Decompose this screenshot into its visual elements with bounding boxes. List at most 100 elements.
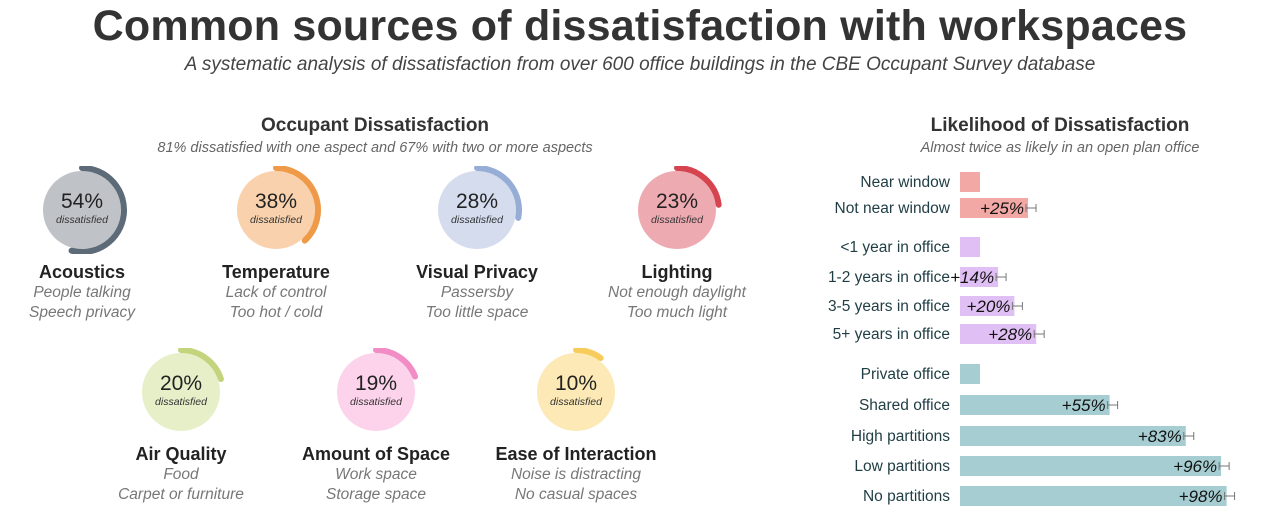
bar <box>960 198 1028 218</box>
likelihood-panel-subtitle: Almost twice as likely in an open plan o… <box>920 140 1200 156</box>
aspect-detail: Lack of control <box>225 284 327 301</box>
gauge-suffix: dissatisfied <box>451 214 504 226</box>
error-bar <box>1224 492 1236 500</box>
gauge-disc <box>237 171 315 249</box>
aspect-name: Amount of Space <box>301 444 450 464</box>
bar-category-label: 5+ years in office <box>833 326 950 343</box>
bar-category-label: No partitions <box>863 488 950 505</box>
gauge-disc <box>142 353 220 431</box>
gauge-donut: 38%dissatisfied <box>237 166 321 249</box>
bar-value-label: +25% <box>980 199 1024 218</box>
bar-category-label: Low partitions <box>854 458 950 475</box>
bar-category-label: Near window <box>860 174 950 191</box>
bar <box>960 486 1227 506</box>
aspect-detail: Speech privacy <box>29 304 135 321</box>
bar <box>960 364 980 384</box>
aspect-temperature: 38% dissatisfied Temperature Lack of contro… <box>176 166 376 323</box>
gauge-arc <box>68 166 127 254</box>
gauge-donut: 23%dissatisfied <box>638 166 722 249</box>
aspect-lighting: 23% dissatisfied Lighting Not enough daylig… <box>577 166 777 323</box>
aspect-detail: Noise is distracting <box>510 466 642 483</box>
error-bar <box>1025 204 1037 212</box>
gauge-arc <box>373 348 419 380</box>
aspect-name: Ease of Interaction <box>495 444 657 464</box>
aspect-detail: Too little space <box>425 304 529 321</box>
bar <box>960 456 1222 476</box>
gauge-arc <box>573 348 604 362</box>
aspect-ease-of-interaction: 10% dissatisfied Ease of Interaction Noise … <box>476 348 676 505</box>
gauge-disc <box>638 171 716 249</box>
aspect-name: Temperature <box>222 262 330 282</box>
gauge-percent: 10% <box>555 372 597 395</box>
gauge-donut: 19%dissatisfied <box>337 348 419 431</box>
aspect-air-quality: 20% dissatisfied Air Quality Food Carpet or … <box>81 348 281 505</box>
aspect-name: Lighting <box>641 262 713 282</box>
dissatisfaction-panel-title: Occupant Dissatisfaction <box>260 115 490 136</box>
gauge-disc <box>43 171 121 249</box>
aspect-acoustics: 54% dissatisfied Acoustics People talking Sp… <box>0 166 182 323</box>
gauge-arc <box>474 166 522 221</box>
gauge-suffix: dissatisfied <box>350 396 403 408</box>
error-bar <box>1183 432 1195 440</box>
bar-category-label: Shared office <box>859 397 950 414</box>
gauge-suffix: dissatisfied <box>56 214 109 226</box>
bar <box>960 426 1186 446</box>
bar-value-label: +96% <box>1173 457 1217 476</box>
bar-value-label: +20% <box>966 297 1010 316</box>
bar-category-label: <1 year in office <box>840 239 950 256</box>
aspect-detail: Too hot / cold <box>229 304 323 321</box>
aspect-detail: Not enough daylight <box>608 284 746 301</box>
bar-value-label: +28% <box>988 325 1032 344</box>
bar-value-label: +98% <box>1179 487 1223 506</box>
bar-category-label: 3-5 years in office <box>828 298 950 315</box>
bar-value-label: +55% <box>1062 396 1106 415</box>
error-bar <box>1033 330 1045 338</box>
gauge-percent: 38% <box>255 190 297 213</box>
bar <box>960 267 999 287</box>
aspect-name: Air Quality <box>135 444 227 464</box>
gauge-disc <box>537 353 615 431</box>
aspect-detail: Storage space <box>326 486 426 503</box>
gauge-arc <box>178 348 224 383</box>
gauge-percent: 19% <box>355 372 397 395</box>
bar <box>960 172 980 192</box>
error-bar <box>1011 302 1023 310</box>
bar <box>960 395 1110 415</box>
gauge-suffix: dissatisfied <box>651 214 704 226</box>
bar-value-label: +83% <box>1138 427 1182 446</box>
gauge-donut: 20%dissatisfied <box>142 348 224 431</box>
bar <box>960 324 1037 344</box>
bar-category-label: 1-2 years in office <box>828 269 950 286</box>
gauge-percent: 28% <box>456 190 498 213</box>
aspect-detail: People talking <box>33 284 131 301</box>
bar-category-label: Private office <box>861 366 950 383</box>
aspect-name: Acoustics <box>38 262 126 282</box>
gauge-arc <box>674 166 722 208</box>
error-bar <box>1218 462 1230 470</box>
bar-category-label: High partitions <box>851 428 950 445</box>
aspect-detail: Work space <box>335 466 417 483</box>
aspect-detail: No casual spaces <box>514 486 638 503</box>
gauge-disc <box>438 171 516 249</box>
page-title: Common sources of dissatisfaction with w… <box>92 2 1188 50</box>
gauge-percent: 23% <box>656 190 698 213</box>
aspect-visual-privacy: 28% dissatisfied Visual Privacy Passersby To… <box>377 166 577 323</box>
gauge-suffix: dissatisfied <box>155 396 208 408</box>
error-bar <box>995 273 1007 281</box>
likelihood-panel-title: Likelihood of Dissatisfaction <box>930 115 1190 136</box>
gauge-percent: 20% <box>160 372 202 395</box>
aspect-detail: Carpet or furniture <box>118 486 244 503</box>
aspect-detail: Passersby <box>440 284 514 301</box>
bar <box>960 237 980 257</box>
aspect-amount-of-space: 19% dissatisfied Amount of Space Work space… <box>276 348 476 505</box>
gauge-donut: 28%dissatisfied <box>438 166 522 249</box>
gauge-suffix: dissatisfied <box>250 214 303 226</box>
bar-value-label: +14% <box>950 268 994 287</box>
aspect-detail: Food <box>163 466 199 483</box>
aspect-name: Visual Privacy <box>416 262 538 282</box>
page-subtitle: A systematic analysis of dissatisfaction… <box>184 54 1096 75</box>
aspect-detail: Too much light <box>626 304 728 321</box>
gauge-suffix: dissatisfied <box>550 396 603 408</box>
bar <box>960 296 1015 316</box>
